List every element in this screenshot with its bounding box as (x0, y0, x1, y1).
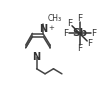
Text: F: F (77, 14, 82, 23)
Text: N: N (39, 24, 47, 34)
Text: +: + (48, 25, 54, 31)
Text: F: F (91, 29, 96, 38)
Text: F: F (77, 44, 82, 53)
Text: F: F (67, 19, 72, 28)
Text: F: F (63, 29, 68, 38)
Text: F: F (87, 39, 92, 48)
Text: Sb: Sb (72, 28, 87, 38)
Text: N: N (33, 52, 41, 62)
Text: CH₃: CH₃ (48, 14, 62, 23)
